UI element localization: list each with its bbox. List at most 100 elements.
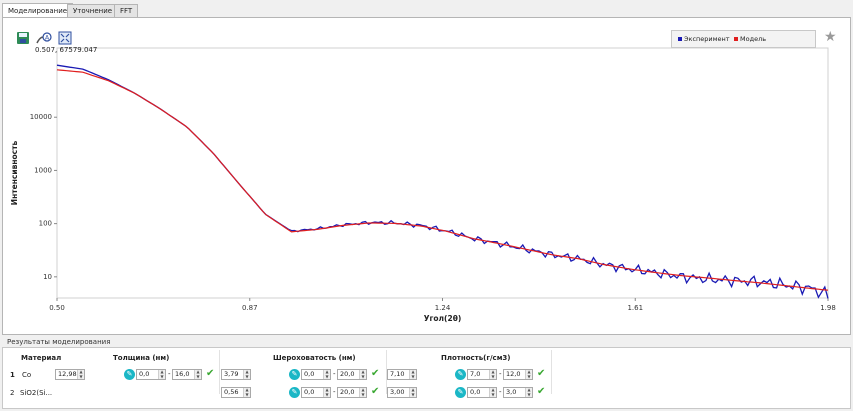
roughness-max: 20,0 bbox=[340, 370, 355, 378]
fit-toggle-icon[interactable]: ✎ bbox=[124, 369, 135, 380]
results-title: Результаты моделирования bbox=[7, 338, 111, 346]
column-divider bbox=[386, 350, 387, 394]
roughness-min-input[interactable]: 0,0 ▲ ▼ bbox=[301, 387, 331, 398]
x-tick-label: 1.24 bbox=[435, 304, 451, 312]
thickness-min: 0,0 bbox=[139, 370, 150, 378]
fit-toggle-icon[interactable]: ✎ bbox=[289, 369, 300, 380]
density-value: 3,00 bbox=[390, 388, 405, 396]
roughness-value-input[interactable]: 0,56 ▲ ▼ bbox=[221, 387, 251, 398]
legend-label-experiment: Эксперимент bbox=[684, 35, 730, 43]
column-divider bbox=[219, 350, 220, 394]
roughness-max-input[interactable]: 20,0 ▲ ▼ bbox=[337, 387, 367, 398]
roughness-min-input[interactable]: 0,0 ▲ ▼ bbox=[301, 369, 331, 380]
check-icon[interactable]: ✔ bbox=[537, 386, 546, 397]
save-icon[interactable] bbox=[16, 31, 30, 45]
legend-swatch-experiment bbox=[678, 37, 682, 41]
y-tick-label: 10000 bbox=[30, 113, 52, 121]
fit-toggle-icon[interactable]: ✎ bbox=[289, 387, 300, 398]
roughness-value-input[interactable]: 3,79 ▲ ▼ bbox=[221, 369, 251, 380]
thickness-min-input[interactable]: 0,0 ▲ ▼ bbox=[136, 369, 166, 380]
spin-arrows-icon[interactable]: ▲ ▼ bbox=[525, 369, 532, 379]
chart-svg: 0.50 0.87 1.24 1.61 1.98 10000 1000 100 10 Угол(2… bbox=[10, 47, 836, 323]
header-material: Материал bbox=[21, 354, 62, 362]
spin-arrows-icon[interactable]: ▲ ▼ bbox=[158, 369, 165, 379]
legend-item-model: Модель bbox=[734, 31, 766, 47]
density-max-input[interactable]: 12,0 ▲ ▼ bbox=[503, 369, 533, 380]
chart-legend: Эксперимент Модель bbox=[671, 30, 816, 48]
spin-arrows-icon[interactable]: ▲ ▼ bbox=[409, 387, 416, 397]
spin-arrows-icon[interactable]: ▲ ▼ bbox=[359, 369, 366, 379]
y-tick-label: 10 bbox=[43, 273, 52, 281]
check-icon[interactable]: ✔ bbox=[371, 386, 380, 397]
y-tick-label: 1000 bbox=[34, 166, 52, 174]
roughness-min: 0,0 bbox=[304, 388, 315, 396]
density-min-input[interactable]: 7,0 ▲ ▼ bbox=[467, 369, 497, 380]
x-tick-label: 0.50 bbox=[49, 304, 65, 312]
density-min: 7,0 bbox=[470, 370, 481, 378]
fit-toggle-icon[interactable]: ✎ bbox=[455, 369, 466, 380]
spin-arrows-icon[interactable]: ▲ ▼ bbox=[323, 387, 330, 397]
material-name: Co bbox=[22, 371, 32, 379]
range-dash: - bbox=[333, 388, 336, 396]
tab-fft[interactable]: FFT bbox=[114, 4, 139, 17]
series-line-model bbox=[56, 69, 829, 291]
x-axis-label: Угол(2θ) bbox=[424, 314, 462, 323]
check-icon[interactable]: ✔ bbox=[537, 368, 546, 379]
x-tick-label: 0.87 bbox=[242, 304, 258, 312]
spin-arrows-icon[interactable]: ▲ ▼ bbox=[194, 369, 201, 379]
fit-icon[interactable]: A bbox=[36, 31, 52, 45]
density-value-input[interactable]: 7,10 ▲ ▼ bbox=[387, 369, 417, 380]
roughness-value: 3,79 bbox=[224, 370, 239, 378]
range-dash: - bbox=[333, 370, 336, 378]
spin-arrows-icon[interactable]: ▲ ▼ bbox=[359, 387, 366, 397]
roughness-max-input[interactable]: 20,0 ▲ ▼ bbox=[337, 369, 367, 380]
tab-bar: Моделирование Уточнение FFT bbox=[0, 0, 853, 18]
spin-arrows-icon[interactable]: ▲ ▼ bbox=[525, 387, 532, 397]
check-icon[interactable]: ✔ bbox=[206, 368, 215, 379]
density-max: 12,0 bbox=[506, 370, 521, 378]
x-tick-label: 1.98 bbox=[820, 304, 836, 312]
spin-arrows-icon[interactable]: ▲ ▼ bbox=[243, 369, 250, 379]
density-value-input[interactable]: 3,00 ▲ ▼ bbox=[387, 387, 417, 398]
spin-arrows-icon[interactable]: ▲ ▼ bbox=[489, 387, 496, 397]
tab-refinement[interactable]: Уточнение bbox=[67, 4, 119, 17]
row-number: 2 bbox=[10, 389, 15, 397]
roughness-min: 0,0 bbox=[304, 370, 315, 378]
fit-toggle-icon[interactable]: ✎ bbox=[455, 387, 466, 398]
row-number: 1 bbox=[10, 371, 15, 379]
chart-panel: 0.50 0.87 1.24 1.61 1.98 10000 1000 100 10 Угол(2… bbox=[2, 17, 851, 335]
header-thickness: Толщина (нм) bbox=[113, 354, 170, 362]
header-roughness: Шероховатость (нм) bbox=[273, 354, 356, 362]
results-table: Материал Толщина (нм) Шероховатость (нм)… bbox=[2, 347, 851, 409]
roughness-max: 20,0 bbox=[340, 388, 355, 396]
y-tick-label: 100 bbox=[39, 220, 52, 228]
thickness-max: 16,0 bbox=[175, 370, 190, 378]
thickness-max-input[interactable]: 16,0 ▲ ▼ bbox=[172, 369, 202, 380]
density-max-input[interactable]: 3,0 ▲ ▼ bbox=[503, 387, 533, 398]
roughness-value: 0,56 bbox=[224, 388, 239, 396]
column-divider bbox=[551, 350, 552, 394]
spin-arrows-icon[interactable]: ▲ ▼ bbox=[243, 387, 250, 397]
density-min: 0,0 bbox=[470, 388, 481, 396]
plot-area-frame bbox=[56, 47, 829, 299]
range-dash: - bbox=[499, 370, 502, 378]
check-icon[interactable]: ✔ bbox=[371, 368, 380, 379]
x-tick-label: 1.61 bbox=[627, 304, 643, 312]
coordinate-readout: 0.507, 67579.047 bbox=[35, 46, 98, 54]
density-min-input[interactable]: 0,0 ▲ ▼ bbox=[467, 387, 497, 398]
tab-modeling[interactable]: Моделирование bbox=[2, 3, 74, 18]
spin-arrows-icon[interactable]: ▲ ▼ bbox=[409, 369, 416, 379]
svg-text:A: A bbox=[45, 35, 50, 42]
spin-arrows-icon[interactable]: ▲ ▼ bbox=[77, 369, 84, 379]
legend-label-model: Модель bbox=[740, 35, 767, 43]
spin-arrows-icon[interactable]: ▲ ▼ bbox=[323, 369, 330, 379]
thickness-value-input[interactable]: 12,98 ▲ ▼ bbox=[55, 369, 85, 380]
legend-swatch-model bbox=[734, 37, 738, 41]
density-max: 3,0 bbox=[506, 388, 517, 396]
spin-arrows-icon[interactable]: ▲ ▼ bbox=[489, 369, 496, 379]
range-dash: - bbox=[168, 370, 171, 378]
density-value: 7,10 bbox=[390, 370, 405, 378]
zoom-fit-icon[interactable] bbox=[58, 31, 72, 45]
favorite-star-icon[interactable]: ★ bbox=[824, 29, 837, 45]
y-axis-label: Интенсивность bbox=[10, 141, 19, 206]
